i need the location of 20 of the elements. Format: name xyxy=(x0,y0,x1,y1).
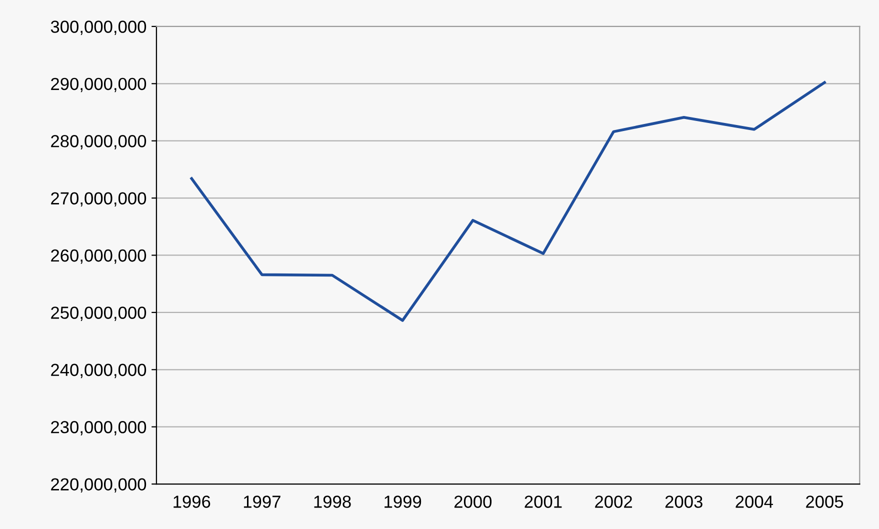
y-tick-label: 270,000,000 xyxy=(51,192,146,207)
x-tick-label: 2002 xyxy=(595,496,632,508)
x-tick-label: 2005 xyxy=(806,496,844,508)
y-tick-label: 300,000,000 xyxy=(50,20,146,35)
x-tick-label: 1996 xyxy=(174,496,210,508)
y-tick-label: 250,000,000 xyxy=(51,306,146,321)
y-tick-label: 230,000,000 xyxy=(51,421,146,436)
x-tick-label: 2003 xyxy=(665,496,702,508)
y-tick-label: 290,000,000 xyxy=(51,78,146,92)
x-tick-label: 2001 xyxy=(524,496,562,508)
y-tick-label: 280,000,000 xyxy=(51,135,146,150)
x-tick-label: 1997 xyxy=(244,496,280,508)
x-tick-label: 1999 xyxy=(384,496,422,508)
x-tick-label: 1998 xyxy=(314,496,351,508)
y-tick-label: 220,000,000 xyxy=(51,478,146,493)
line-series xyxy=(190,81,826,322)
x-tick-label: 2000 xyxy=(454,496,492,508)
x-tick-label: 2004 xyxy=(736,496,773,508)
y-tick-label: 240,000,000 xyxy=(51,364,146,378)
y-tick-label: 260,000,000 xyxy=(51,249,146,264)
